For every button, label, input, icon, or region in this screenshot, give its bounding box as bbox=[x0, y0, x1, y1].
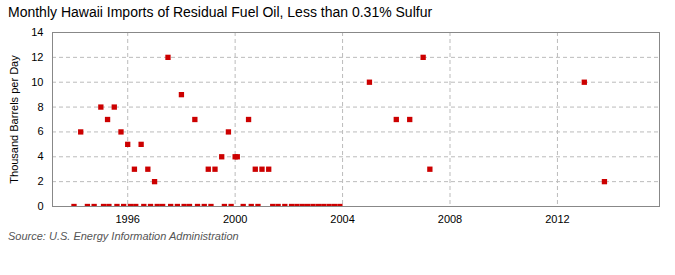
html-text:Source: U.S. Energy Informatio: Source: U.S. Energy Information Administ… bbox=[8, 230, 239, 242]
svg-text:10: 10 bbox=[31, 76, 43, 88]
svg-text:0: 0 bbox=[37, 200, 43, 212]
html-text:Monthly Hawaii Imports of Resi: Monthly Hawaii Imports of Residual Fuel … bbox=[8, 4, 433, 20]
svg-text:2008: 2008 bbox=[438, 213, 462, 225]
svg-text:12: 12 bbox=[31, 51, 43, 63]
svg-text:6: 6 bbox=[37, 125, 43, 137]
svg-text:4: 4 bbox=[37, 150, 43, 162]
svg-text:Thousand Barrels per Day: Thousand Barrels per Day bbox=[8, 55, 20, 184]
svg-text:2000: 2000 bbox=[223, 213, 247, 225]
svg-text:1996: 1996 bbox=[115, 213, 139, 225]
svg-text:2012: 2012 bbox=[545, 213, 569, 225]
svg-text:8: 8 bbox=[37, 101, 43, 113]
svg-text:2004: 2004 bbox=[330, 213, 354, 225]
svg-text:14: 14 bbox=[31, 26, 43, 38]
svg-text:2: 2 bbox=[37, 175, 43, 187]
